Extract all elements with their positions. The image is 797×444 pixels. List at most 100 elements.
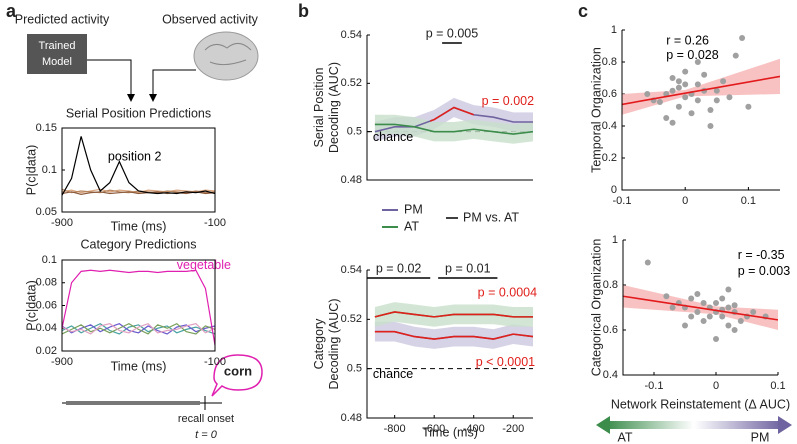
point [656, 99, 663, 105]
x-tick-label: -400 [463, 423, 485, 435]
plot-content [367, 302, 533, 370]
axes [622, 240, 778, 376]
point [682, 81, 689, 88]
point [713, 300, 719, 306]
point [726, 94, 733, 101]
plot-content [623, 259, 778, 342]
point [737, 318, 744, 324]
y-tick-label: 0.52 [341, 313, 362, 325]
plot-content [62, 269, 215, 346]
point [725, 286, 732, 293]
y-tick-label: 0.02 [36, 345, 57, 357]
axes [366, 35, 533, 181]
point [694, 59, 701, 65]
y-axis-label: P(c|data) [24, 280, 38, 331]
significant-segment [374, 311, 533, 318]
x-tick-label: -100 [204, 356, 226, 368]
onset-label: recall onset [178, 413, 234, 425]
annotation: r = -0.35 [738, 248, 785, 262]
point [675, 78, 682, 85]
point [739, 35, 746, 41]
x-axis-label: Time (ms) [422, 425, 478, 439]
y-tick-label: 0.8 [602, 56, 617, 68]
y-tick-label: 0.06 [36, 299, 57, 311]
x-tick-label: -200 [502, 423, 524, 435]
significance-label: p = 0.02 [376, 261, 422, 275]
y-tick-label: 0.1 [42, 254, 57, 266]
brain-folds [204, 43, 252, 66]
x-tick-label: -600 [423, 423, 445, 435]
y-tick-label: 0.6 [603, 324, 618, 336]
point [688, 295, 695, 302]
point [719, 295, 726, 302]
arrowhead [149, 94, 157, 102]
y-tick-label: 0.48 [341, 174, 362, 186]
axes [621, 30, 780, 191]
arrowhead [596, 416, 610, 434]
point [731, 302, 738, 309]
series-line [374, 123, 533, 135]
fit-line [623, 295, 778, 321]
x-axis-label: Time (ms) [111, 219, 167, 233]
y-tick-label: 0.5 [347, 126, 362, 138]
x-tick-label: -0.1 [645, 380, 664, 392]
predicted-label: Predicted activity [15, 12, 110, 26]
arrowhead [127, 94, 135, 102]
point [669, 119, 676, 126]
annotation: p = 0.028 [666, 48, 719, 62]
legend-label: PM vs. AT [463, 210, 519, 224]
series-line [62, 323, 215, 335]
y-tick-label: 0 [611, 184, 617, 196]
annotation: chance [373, 130, 413, 144]
point [700, 300, 707, 306]
x-tick-label: 0 [682, 195, 688, 207]
plot-frame [61, 259, 216, 352]
annotation: p = 0.0004 [478, 286, 537, 300]
annotation: p = 0.003 [738, 264, 791, 278]
point [675, 84, 682, 91]
point [713, 97, 720, 104]
y-tick-label: 0.8 [603, 279, 618, 291]
y-axis-label: P(c|data) [24, 145, 38, 196]
y-tick-label: 0.1 [42, 164, 57, 176]
y-tick-label: 1 [612, 234, 618, 246]
point [688, 110, 695, 117]
x-tick-label: 0.1 [741, 195, 756, 207]
point [694, 81, 701, 88]
model-label: Trained [39, 40, 76, 52]
y-tick-label: 0.2 [602, 152, 617, 164]
fit-line [622, 75, 780, 106]
axes [366, 270, 533, 419]
point [663, 115, 670, 121]
model-label: Model [42, 56, 72, 68]
y-axis-label: Category [312, 318, 326, 369]
point [669, 87, 676, 94]
x-tick-label: -800 [384, 423, 406, 435]
point [688, 313, 695, 320]
series-line [62, 322, 215, 335]
plot-content [62, 136, 215, 196]
y-tick-label: 0.54 [341, 264, 362, 276]
point [731, 327, 738, 333]
panel-label: b [298, 1, 309, 21]
point [669, 75, 676, 81]
x-tick-label: 0 [713, 380, 719, 392]
legend-label: PM [404, 202, 423, 216]
point [720, 78, 727, 85]
x-axis-label: Time (ms) [111, 359, 167, 373]
significance-label: p = 0.01 [445, 261, 491, 275]
arrowhead [778, 416, 792, 434]
point [694, 97, 701, 104]
point [675, 103, 682, 110]
arrow [87, 59, 132, 100]
point [644, 259, 651, 266]
plot-content [622, 35, 780, 129]
point [725, 304, 732, 311]
error-band [374, 321, 533, 349]
point [682, 68, 689, 75]
arrow-label: AT [617, 430, 632, 444]
point [725, 322, 732, 329]
x-tick-label: -0.1 [613, 195, 632, 207]
annotation: r = 0.26 [666, 33, 709, 47]
confidence-band [622, 58, 780, 115]
